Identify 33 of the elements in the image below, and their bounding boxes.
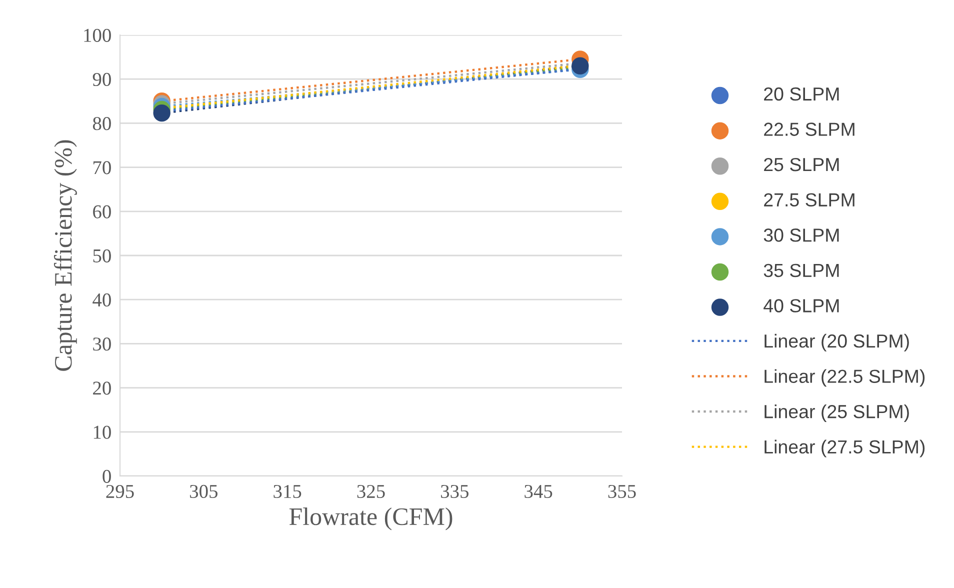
- point: [572, 57, 589, 74]
- y-tick-label: 60: [93, 205, 111, 218]
- x-tick-label: 305: [190, 484, 218, 498]
- x-tick-label: 355: [608, 484, 636, 498]
- legend-label: 35 SLPM: [764, 264, 839, 278]
- y-tick-label: 80: [92, 117, 111, 130]
- y-tick-label: 20: [93, 382, 111, 395]
- x-tick-label: 335: [441, 484, 468, 498]
- point: [153, 104, 170, 122]
- legend-label: 22.5 SLPM: [764, 122, 854, 136]
- y-tick-label: 30: [93, 338, 111, 351]
- y-tick-label: 40: [92, 293, 111, 307]
- y-tick-label: 70: [94, 161, 111, 174]
- y-tick-label: 100: [84, 28, 111, 42]
- x-tick-label: 345: [524, 484, 552, 498]
- legend-label: Linear (25 SLPM): [764, 404, 909, 422]
- x-tick-label: 295: [106, 484, 134, 498]
- x-axis-title: Flowrate (CFM): [289, 508, 452, 530]
- legend-label: Linear (27.5 SLPM): [764, 440, 925, 458]
- y-tick-label: 90: [92, 72, 111, 86]
- legend-label: 27.5 SLPM: [764, 193, 854, 207]
- legend-label: 20 SLPM: [764, 87, 839, 101]
- y-tick-label: 10: [94, 426, 111, 439]
- legend-label: 40 SLPM: [764, 299, 839, 312]
- legend-label: Linear (22.5 SLPM): [764, 369, 925, 387]
- legend-label: 30 SLPM: [764, 228, 839, 242]
- x-tick-label: 315: [274, 484, 302, 498]
- x-tick-label: 325: [357, 484, 385, 498]
- y-tick-label: 50: [93, 249, 111, 262]
- y-tick-label: 0: [102, 470, 111, 483]
- legend-label: Linear (20 SLPM): [764, 334, 909, 352]
- legend-label: 25 SLPM: [764, 158, 839, 172]
- y-axis-title: Capture Efficiency (%): [54, 140, 77, 371]
